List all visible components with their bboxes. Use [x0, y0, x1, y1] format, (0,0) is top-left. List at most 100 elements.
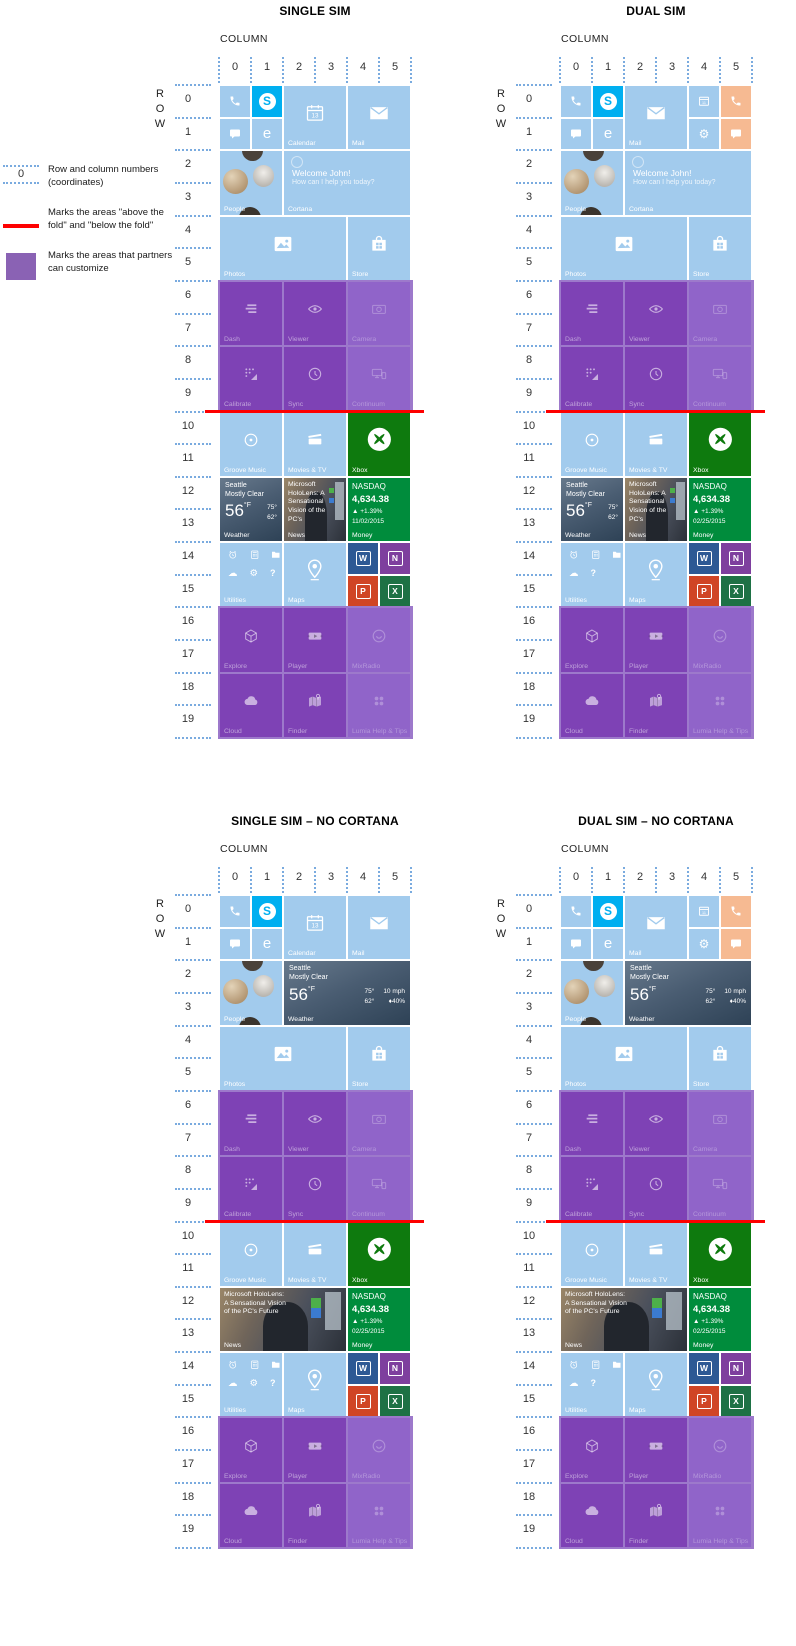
tile-messaging[interactable] — [561, 928, 591, 960]
tile-news[interactable]: Microsoft HoloLens: A Sensational Vision… — [561, 1287, 687, 1352]
tile-weather[interactable]: Seattle Mostly Clear 56°F 75° 62° 10 mph ♦40% W… — [625, 961, 751, 1025]
tile-maps[interactable]: Maps — [625, 543, 687, 607]
tile-powerpoint[interactable]: P — [348, 1385, 378, 1417]
tile-news[interactable]: Microsoft HoloLens: A Sensational Vision… — [284, 477, 346, 542]
tile-messaging-sim2[interactable] — [721, 928, 751, 960]
tile-onenote[interactable]: N — [721, 543, 751, 574]
tile-sync[interactable]: Sync — [284, 347, 346, 411]
tile-xbox[interactable]: Xbox — [689, 412, 751, 476]
tile-camera[interactable]: Camera — [689, 1091, 751, 1156]
tile-money[interactable]: NASDAQ 4,634.38 ▲ +1.39% 02/25/2015 Money — [348, 1287, 410, 1352]
tile-maps[interactable]: Maps — [284, 543, 346, 607]
tile-explore[interactable]: Explore — [220, 1418, 282, 1482]
tile-calendar[interactable]: 13 Calendar — [284, 86, 346, 150]
tile-phone[interactable] — [220, 896, 250, 927]
tile-people[interactable]: People — [561, 961, 623, 1025]
tile-cloud[interactable]: Cloud — [220, 673, 282, 737]
tile-mixradio[interactable]: MixRadio — [348, 608, 410, 672]
tile-utilities[interactable]: ☁? Utilities — [561, 1353, 623, 1417]
tile-phone[interactable] — [220, 86, 250, 117]
tile-messaging-sim2[interactable] — [721, 118, 751, 150]
tile-cloud[interactable]: Cloud — [561, 1483, 623, 1547]
tile-utilities[interactable]: ☁? Utilities — [561, 543, 623, 607]
tile-people[interactable]: People — [220, 151, 282, 215]
tile-photos[interactable]: Photos — [220, 1026, 346, 1090]
tile-movies-tv[interactable]: Movies & TV — [284, 1222, 346, 1286]
tile-cortana[interactable]: Welcome John! How can I help you today? Co… — [284, 151, 410, 215]
tile-messaging[interactable] — [561, 118, 591, 150]
tile-excel[interactable]: X — [721, 1385, 751, 1417]
tile-settings[interactable]: ⚙ — [689, 928, 719, 960]
tile-calendar[interactable]: 13 Calendar — [284, 896, 346, 960]
tile-dash[interactable]: Dash — [561, 1091, 623, 1156]
tile-calibrate[interactable]: Calibrate — [561, 1157, 623, 1221]
tile-onenote[interactable]: N — [721, 1353, 751, 1384]
tile-movies-tv[interactable]: Movies & TV — [625, 1222, 687, 1286]
tile-viewer[interactable]: Viewer — [625, 281, 687, 346]
tile-mail[interactable]: Mail — [348, 896, 410, 960]
tile-money[interactable]: NASDAQ 4,634.38 ▲ +1.39% 02/25/2015 Money — [689, 477, 751, 542]
tile-finder[interactable]: Finder — [284, 673, 346, 737]
tile-edge[interactable]: e — [593, 928, 623, 960]
tile-store[interactable]: Store — [348, 1026, 410, 1090]
tile-player[interactable]: Player — [284, 1418, 346, 1482]
tile-cloud[interactable]: Cloud — [561, 673, 623, 737]
tile-xbox[interactable]: Xbox — [348, 1222, 410, 1286]
tile-player[interactable]: Player — [625, 608, 687, 672]
tile-sync[interactable]: Sync — [625, 347, 687, 411]
tile-finder[interactable]: Finder — [625, 1483, 687, 1547]
tile-news[interactable]: Microsoft HoloLens: A Sensational Vision… — [220, 1287, 346, 1352]
tile-mixradio[interactable]: MixRadio — [689, 608, 751, 672]
tile-groove-music[interactable]: Groove Music — [220, 412, 282, 476]
tile-dash[interactable]: Dash — [220, 1091, 282, 1156]
tile-excel[interactable]: X — [380, 1385, 410, 1417]
tile-groove-music[interactable]: Groove Music — [561, 1222, 623, 1286]
tile-dash[interactable]: Dash — [220, 281, 282, 346]
tile-continuum[interactable]: Continuum — [689, 347, 751, 411]
tile-calibrate[interactable]: Calibrate — [561, 347, 623, 411]
tile-word[interactable]: W — [689, 1353, 719, 1384]
tile-movies-tv[interactable]: Movies & TV — [284, 412, 346, 476]
tile-onenote[interactable]: N — [380, 543, 410, 574]
tile-lumia-help-tips[interactable]: Lumia Help & Tips — [689, 1483, 751, 1547]
tile-people[interactable]: People — [561, 151, 623, 215]
tile-edge[interactable]: e — [252, 928, 282, 960]
tile-continuum[interactable]: Continuum — [348, 347, 410, 411]
tile-sync[interactable]: Sync — [284, 1157, 346, 1221]
tile-mail[interactable]: Mail — [348, 86, 410, 150]
tile-news[interactable]: Microsoft HoloLens: A Sensational Vision… — [625, 477, 687, 542]
tile-store[interactable]: Store — [689, 216, 751, 280]
tile-finder[interactable]: Finder — [625, 673, 687, 737]
tile-powerpoint[interactable]: P — [689, 575, 719, 607]
tile-mixradio[interactable]: MixRadio — [689, 1418, 751, 1482]
tile-lumia-help-tips[interactable]: Lumia Help & Tips — [348, 1483, 410, 1547]
tile-calendar-small[interactable]: 11 — [689, 86, 719, 117]
tile-groove-music[interactable]: Groove Music — [561, 412, 623, 476]
tile-photos[interactable]: Photos — [220, 216, 346, 280]
tile-weather[interactable]: Seattle Mostly Clear 56°F 75° 62° 10 mph ♦40% W… — [284, 961, 410, 1025]
tile-calendar-small[interactable]: 11 — [689, 896, 719, 927]
tile-camera[interactable]: Camera — [348, 1091, 410, 1156]
tile-continuum[interactable]: Continuum — [689, 1157, 751, 1221]
tile-viewer[interactable]: Viewer — [284, 1091, 346, 1156]
tile-skype[interactable]: S — [593, 896, 623, 927]
tile-messaging[interactable] — [220, 118, 250, 150]
tile-utilities[interactable]: ☁ ⚙? Utilities — [220, 1353, 282, 1417]
tile-phone[interactable] — [561, 896, 591, 927]
tile-explore[interactable]: Explore — [561, 608, 623, 672]
tile-skype[interactable]: S — [593, 86, 623, 117]
tile-phone[interactable] — [561, 86, 591, 117]
tile-camera[interactable]: Camera — [689, 281, 751, 346]
tile-xbox[interactable]: Xbox — [689, 1222, 751, 1286]
tile-camera[interactable]: Camera — [348, 281, 410, 346]
tile-maps[interactable]: Maps — [625, 1353, 687, 1417]
tile-onenote[interactable]: N — [380, 1353, 410, 1384]
tile-money[interactable]: NASDAQ 4,634.38 ▲ +1.39% 11/02/2015 Money — [348, 477, 410, 542]
tile-mixradio[interactable]: MixRadio — [348, 1418, 410, 1482]
tile-skype[interactable]: S — [252, 896, 282, 927]
tile-edge[interactable]: e — [252, 118, 282, 150]
tile-powerpoint[interactable]: P — [689, 1385, 719, 1417]
tile-maps[interactable]: Maps — [284, 1353, 346, 1417]
tile-cloud[interactable]: Cloud — [220, 1483, 282, 1547]
tile-finder[interactable]: Finder — [284, 1483, 346, 1547]
